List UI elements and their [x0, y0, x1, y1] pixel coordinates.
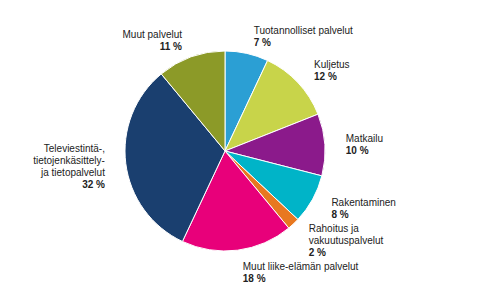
value-label: 8 % — [331, 209, 348, 220]
value-label: 11 % — [160, 41, 182, 52]
slice-label-line: ja tietopalvelut — [40, 167, 105, 178]
slices — [125, 51, 325, 251]
chart-container: Tuotannolliset palvelut7 % Kuljetus12 % Ma… — [0, 0, 491, 302]
slice-label: Matkailu — [346, 133, 383, 144]
slice-label-line: Matkailu — [346, 133, 383, 144]
slice-label-line: Muut liike-elämän palvelut — [243, 261, 359, 272]
slice-label-line: Rakentaminen — [331, 197, 395, 208]
slice-label: Kuljetus — [314, 59, 350, 70]
value-label: 32 % — [82, 179, 105, 190]
labels: Tuotannolliset palvelut7 % Kuljetus12 % Ma… — [33, 25, 396, 284]
value-label: 10 % — [346, 145, 369, 156]
value-label: 7 % — [254, 37, 271, 48]
slice-label-line: vakuutuspalvelut — [309, 235, 384, 246]
slice-label-line: Tuotannolliset palvelut — [254, 25, 353, 36]
value-label: 2 % — [309, 247, 326, 258]
slice-label: Tuotannolliset palvelut — [254, 25, 353, 36]
slice-label: Rahoitus javakuutuspalvelut — [309, 223, 384, 246]
slice-label: Rakentaminen — [331, 197, 395, 208]
slice-label-line: Muut palvelut — [123, 29, 183, 40]
pie-slice — [161, 51, 225, 151]
slice-label: Muut palvelut — [123, 29, 183, 40]
slice-label-line: Rahoitus ja — [309, 223, 359, 234]
value-label: 18 % — [243, 273, 266, 284]
slice-label: Televiestintä-,tietojenkäsittely-ja tiet… — [33, 143, 105, 178]
chart: Tuotannolliset palvelut7 % Kuljetus12 % Ma… — [0, 0, 491, 302]
slice-label-line: Televiestintä-, — [44, 143, 105, 154]
value-label: 12 % — [314, 71, 337, 82]
slice-label: Muut liike-elämän palvelut — [243, 261, 359, 272]
slice-label-line: tietojenkäsittely- — [33, 155, 105, 166]
slice-label-line: Kuljetus — [314, 59, 350, 70]
